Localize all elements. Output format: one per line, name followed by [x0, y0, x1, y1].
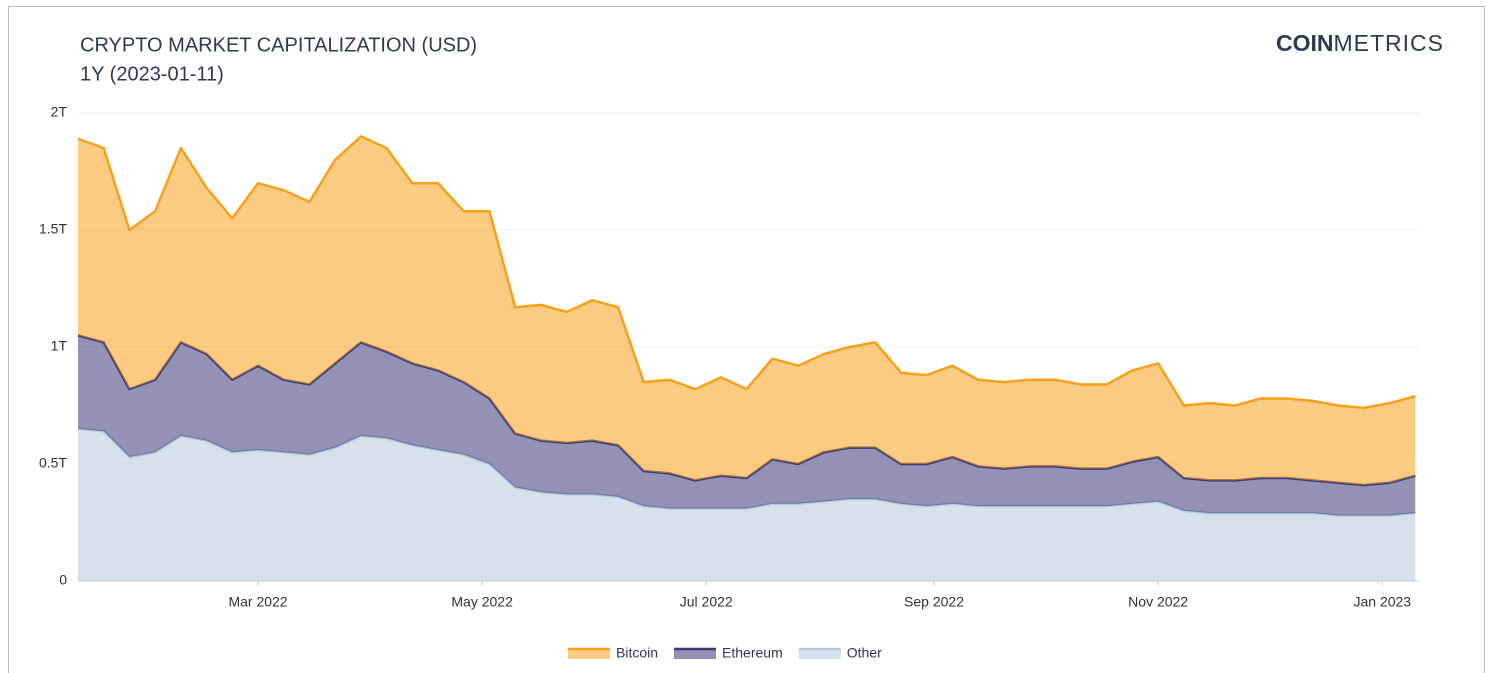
- legend-swatch: [568, 649, 610, 659]
- x-tick-label: Jan 2023: [1353, 594, 1411, 610]
- y-tick-label: 1.5T: [39, 221, 67, 237]
- x-tick-label: May 2022: [451, 594, 513, 610]
- legend-swatch: [674, 649, 717, 659]
- x-tick-label: Sep 2022: [904, 594, 964, 610]
- y-tick-label: 0: [59, 572, 67, 588]
- legend-swatch: [798, 649, 841, 659]
- logo-bold: COIN: [1276, 30, 1334, 56]
- chart-subtitle: 1Y (2023-01-11): [80, 63, 224, 85]
- logo-light: METRICS: [1334, 30, 1445, 56]
- area-line: [77, 135, 1416, 410]
- legend-label: Bitcoin: [616, 645, 658, 661]
- area-fill: [78, 335, 1416, 516]
- y-tick-label: 2T: [51, 104, 68, 120]
- x-tick-label: Mar 2022: [228, 594, 287, 610]
- area-fill: [78, 136, 1416, 486]
- chart-title: CRYPTO MARKET CAPITALIZATION (USD): [80, 34, 477, 56]
- logo: COINMETRICS: [1276, 30, 1444, 56]
- legend-label: Ethereum: [722, 645, 783, 661]
- legend-label: Other: [847, 645, 882, 661]
- area-fill: [78, 428, 1416, 581]
- x-tick-label: Jul 2022: [680, 594, 733, 610]
- x-tick-label: Nov 2022: [1128, 594, 1188, 610]
- y-tick-label: 1T: [51, 338, 68, 354]
- y-tick-label: 0.5T: [39, 455, 67, 471]
